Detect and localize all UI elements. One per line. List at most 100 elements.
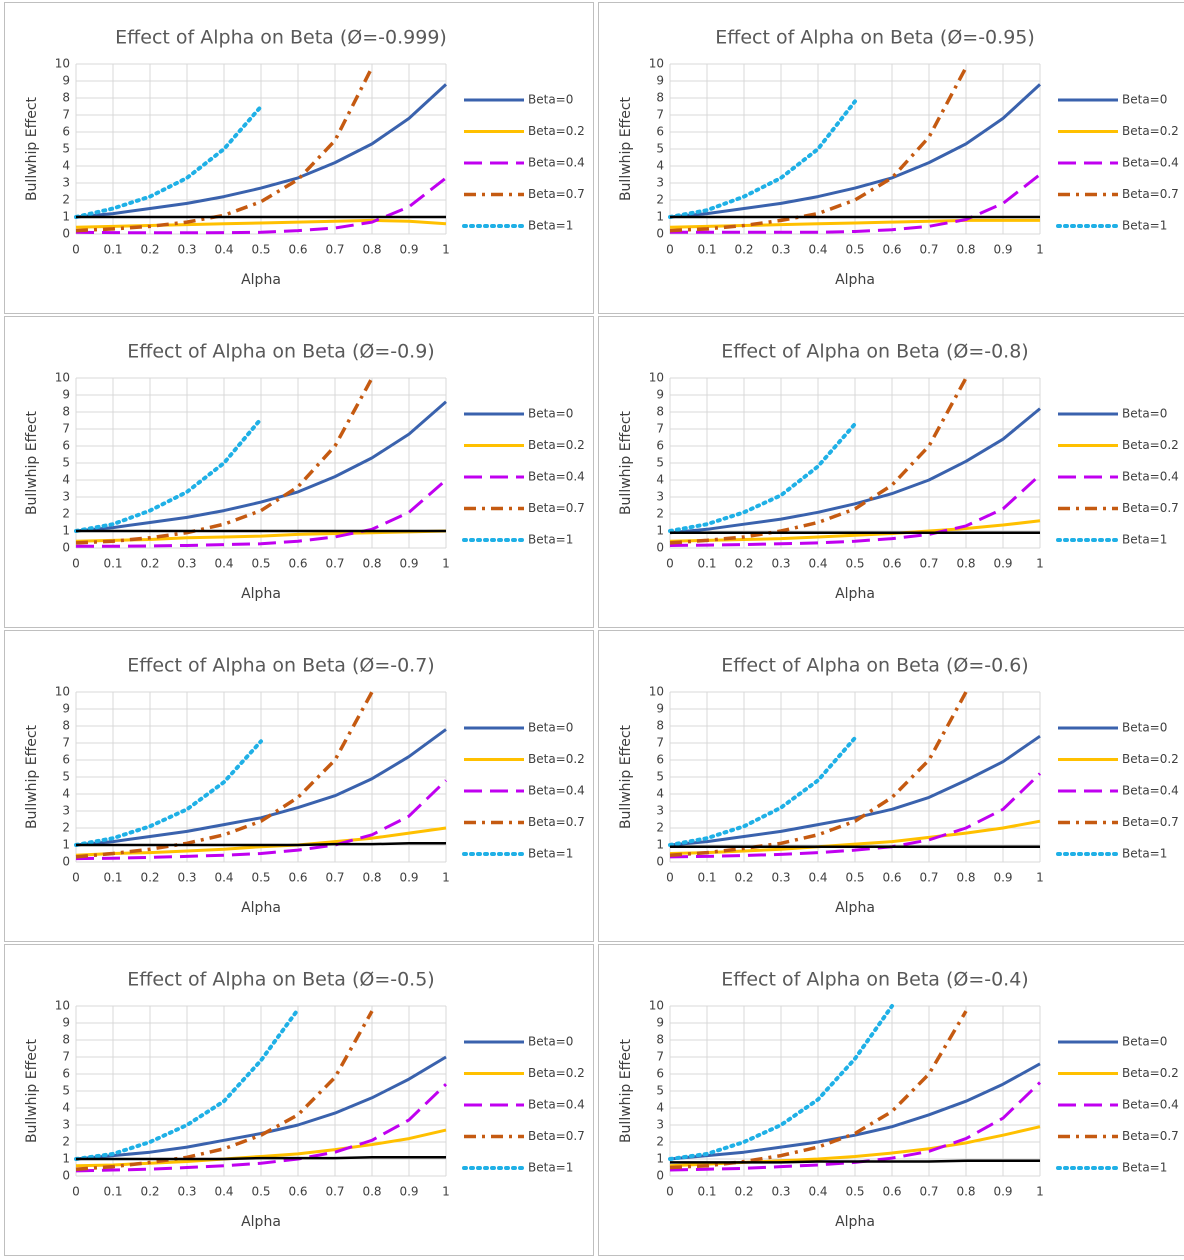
x-tick-label: 0.7 (325, 243, 344, 257)
y-tick-label: 6 (62, 1067, 70, 1081)
x-tick-label: 0.6 (288, 557, 307, 571)
x-tick-label: 0.1 (103, 557, 122, 571)
x-tick-label: 0.3 (771, 557, 790, 571)
legend-label: Beta=1 (1122, 847, 1167, 861)
x-tick-label: 0.3 (177, 1185, 196, 1199)
series-line (670, 424, 855, 531)
y-tick-label: 0 (656, 227, 664, 241)
y-tick-label: 2 (656, 193, 664, 207)
y-tick-label: 0 (62, 855, 70, 869)
x-tick-label: 0.9 (993, 243, 1012, 257)
y-tick-label: 2 (62, 821, 70, 835)
x-tick-label: 0 (72, 1185, 80, 1199)
legend-label: Beta=0.2 (1122, 752, 1179, 766)
y-tick-label: 3 (62, 490, 70, 504)
x-tick-label: 0.1 (697, 557, 716, 571)
y-axis-label: Bullwhip Effect (618, 410, 634, 515)
y-tick-label: 1 (656, 1152, 664, 1166)
chart-panel: Effect of Alpha on Beta (Ø=-0.8)01234567… (599, 317, 1184, 628)
y-axis-label: Bullwhip Effect (24, 1038, 40, 1143)
x-axis-label: Alpha (241, 272, 281, 288)
x-tick-label: 0.5 (251, 243, 270, 257)
x-tick-label: 0.6 (882, 871, 901, 885)
y-tick-label: 0 (62, 541, 70, 555)
x-tick-label: 0 (72, 243, 80, 257)
y-tick-label: 5 (656, 142, 664, 156)
x-tick-label: 0 (666, 243, 674, 257)
x-tick-label: 0.8 (956, 557, 975, 571)
y-tick-label: 9 (656, 74, 664, 88)
x-tick-label: 0.3 (771, 243, 790, 257)
x-tick-label: 0.3 (771, 1185, 790, 1199)
y-tick-label: 6 (656, 1067, 664, 1081)
y-tick-label: 10 (55, 685, 70, 699)
x-tick-label: 0.4 (808, 1185, 827, 1199)
x-tick-label: 0.5 (845, 871, 864, 885)
x-tick-label: 0.5 (845, 243, 864, 257)
y-axis-label: Bullwhip Effect (24, 724, 40, 829)
legend-label: Beta=0.4 (528, 784, 585, 798)
y-tick-label: 9 (656, 1016, 664, 1030)
x-tick-label: 0.1 (697, 243, 716, 257)
x-tick-label: 0.8 (362, 557, 381, 571)
y-tick-label: 3 (62, 176, 70, 190)
y-tick-label: 4 (656, 787, 664, 801)
y-tick-label: 5 (62, 770, 70, 784)
y-tick-label: 6 (62, 753, 70, 767)
y-tick-label: 1 (656, 210, 664, 224)
x-tick-label: 0.4 (808, 243, 827, 257)
panel-border (5, 631, 594, 942)
y-tick-label: 3 (656, 804, 664, 818)
y-tick-label: 4 (62, 473, 70, 487)
y-tick-label: 3 (656, 1118, 664, 1132)
legend-label: Beta=0.7 (1122, 501, 1179, 515)
x-tick-label: 0.8 (956, 1185, 975, 1199)
y-tick-label: 8 (62, 719, 70, 733)
y-tick-label: 6 (62, 125, 70, 139)
y-axis-label: Bullwhip Effect (24, 96, 40, 201)
y-tick-label: 1 (62, 524, 70, 538)
x-tick-label: 0.6 (288, 1185, 307, 1199)
legend-label: Beta=1 (1122, 1161, 1167, 1175)
y-tick-label: 0 (656, 855, 664, 869)
y-tick-label: 9 (62, 702, 70, 716)
y-tick-label: 1 (62, 838, 70, 852)
legend-label: Beta=0.2 (1122, 1066, 1179, 1080)
y-tick-label: 9 (656, 702, 664, 716)
y-tick-label: 7 (656, 1050, 664, 1064)
y-tick-label: 7 (656, 736, 664, 750)
y-tick-label: 4 (62, 159, 70, 173)
legend-label: Beta=0.2 (1122, 124, 1179, 138)
x-tick-label: 0 (666, 557, 674, 571)
y-tick-label: 6 (656, 753, 664, 767)
legend-label: Beta=0.7 (1122, 187, 1179, 201)
x-tick-label: 0.5 (251, 871, 270, 885)
y-tick-label: 3 (656, 176, 664, 190)
x-tick-label: 0.9 (993, 871, 1012, 885)
x-tick-label: 0.2 (734, 243, 753, 257)
y-tick-label: 9 (62, 74, 70, 88)
legend-label: Beta=0 (1122, 407, 1167, 421)
y-tick-label: 10 (649, 57, 664, 71)
legend-label: Beta=0.7 (1122, 1129, 1179, 1143)
chart-panel: Effect of Alpha on Beta (Ø=-0.5)01234567… (5, 945, 594, 1256)
panel-border (599, 3, 1184, 314)
chart-title: Effect of Alpha on Beta (Ø=-0.5) (127, 969, 434, 991)
y-tick-label: 7 (62, 108, 70, 122)
y-tick-label: 3 (656, 490, 664, 504)
x-tick-label: 0.3 (771, 871, 790, 885)
x-tick-label: 0.9 (993, 557, 1012, 571)
y-tick-label: 5 (62, 456, 70, 470)
legend-label: Beta=0.7 (528, 815, 585, 829)
y-tick-label: 6 (62, 439, 70, 453)
y-tick-label: 10 (55, 371, 70, 385)
x-tick-label: 0.1 (697, 1185, 716, 1199)
x-tick-label: 0.7 (919, 557, 938, 571)
y-tick-label: 4 (656, 473, 664, 487)
y-tick-label: 10 (55, 57, 70, 71)
legend-label: Beta=0.2 (528, 438, 585, 452)
y-tick-label: 10 (649, 685, 664, 699)
x-tick-label: 0.2 (734, 871, 753, 885)
legend-label: Beta=1 (528, 1161, 573, 1175)
chart-title: Effect of Alpha on Beta (Ø=-0.6) (721, 655, 1028, 677)
